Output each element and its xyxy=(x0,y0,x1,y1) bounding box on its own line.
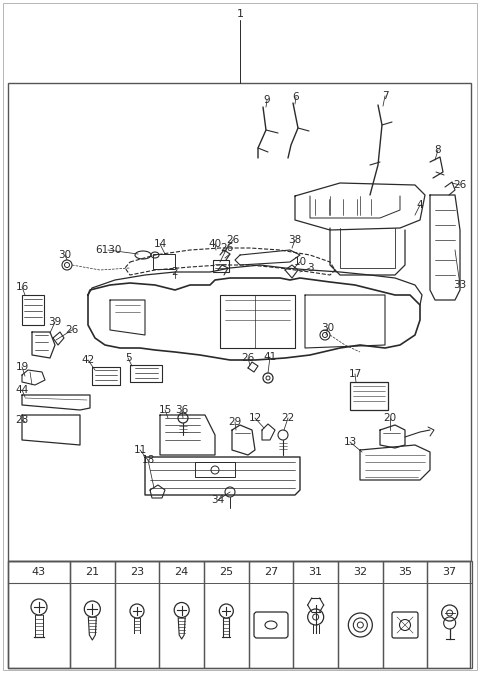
Text: 7: 7 xyxy=(382,91,388,101)
Text: 22: 22 xyxy=(281,413,295,423)
Bar xyxy=(153,254,175,269)
Text: 15: 15 xyxy=(158,405,172,415)
Text: 6: 6 xyxy=(293,92,300,102)
Text: 44: 44 xyxy=(15,385,29,395)
Text: 26: 26 xyxy=(65,325,79,335)
Bar xyxy=(195,462,235,477)
Text: 4: 4 xyxy=(417,200,423,210)
Text: 38: 38 xyxy=(288,235,301,245)
Text: 42: 42 xyxy=(82,355,95,365)
Bar xyxy=(383,561,427,668)
Bar xyxy=(8,561,470,668)
Text: 10: 10 xyxy=(293,257,307,267)
Bar xyxy=(213,260,229,272)
Text: 16: 16 xyxy=(15,282,29,292)
Text: 11: 11 xyxy=(133,445,146,455)
Text: 37: 37 xyxy=(443,567,457,577)
Text: 23: 23 xyxy=(130,567,144,577)
Text: 3: 3 xyxy=(307,263,313,273)
Bar xyxy=(8,561,70,668)
Text: 21: 21 xyxy=(85,567,99,577)
Bar xyxy=(204,561,249,668)
Text: 12: 12 xyxy=(248,413,262,423)
Text: 34: 34 xyxy=(211,495,225,505)
Text: 2: 2 xyxy=(172,267,178,277)
Text: 20: 20 xyxy=(384,413,396,423)
Text: 36: 36 xyxy=(175,405,189,415)
Bar xyxy=(293,561,338,668)
Text: 40: 40 xyxy=(208,239,222,249)
Text: 31: 31 xyxy=(309,567,323,577)
Bar xyxy=(70,561,115,668)
Text: 26: 26 xyxy=(220,243,234,253)
Text: 32: 32 xyxy=(353,567,367,577)
Text: 1: 1 xyxy=(237,9,243,19)
Bar xyxy=(22,295,44,325)
Text: 25: 25 xyxy=(219,567,233,577)
Bar xyxy=(115,561,159,668)
Text: 35: 35 xyxy=(398,567,412,577)
Text: 28: 28 xyxy=(15,415,29,425)
Text: 5: 5 xyxy=(125,353,132,363)
Bar xyxy=(350,382,388,410)
Text: 41: 41 xyxy=(264,352,276,362)
Bar xyxy=(338,561,383,668)
Text: 26: 26 xyxy=(241,353,254,363)
Text: 33: 33 xyxy=(454,280,467,290)
Text: 6130: 6130 xyxy=(95,245,121,255)
Text: 39: 39 xyxy=(48,317,61,327)
Text: 18: 18 xyxy=(142,455,155,465)
Text: 26: 26 xyxy=(227,235,240,245)
Text: 43: 43 xyxy=(32,567,46,577)
Bar xyxy=(8,83,471,561)
Text: 13: 13 xyxy=(343,437,357,447)
Text: 19: 19 xyxy=(15,362,29,372)
Text: 8: 8 xyxy=(435,145,441,155)
Bar xyxy=(249,561,293,668)
Text: 30: 30 xyxy=(322,323,335,333)
Text: 24: 24 xyxy=(175,567,189,577)
Text: 14: 14 xyxy=(154,239,167,249)
Text: 27: 27 xyxy=(264,567,278,577)
Text: 30: 30 xyxy=(59,250,72,260)
Text: 26: 26 xyxy=(454,180,467,190)
Bar xyxy=(427,561,472,668)
Bar xyxy=(159,561,204,668)
Text: 9: 9 xyxy=(264,95,270,105)
Text: 29: 29 xyxy=(228,417,241,427)
Text: 17: 17 xyxy=(348,369,361,379)
